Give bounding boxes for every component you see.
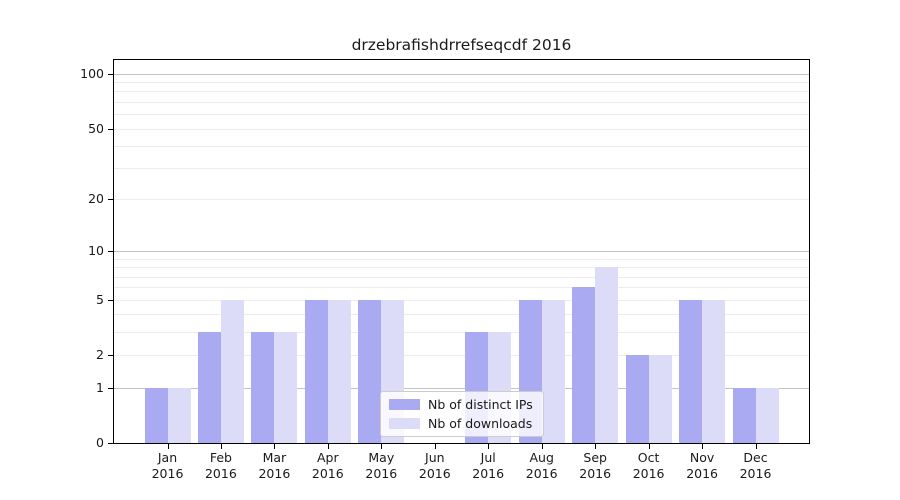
bar-ips-0 — [144, 387, 168, 443]
bar-downloads-8 — [595, 267, 619, 443]
gridline-minor — [114, 299, 809, 301]
x-tick-label: Dec 2016 — [739, 450, 772, 481]
y-tick-label: 100 — [80, 65, 104, 81]
bar-downloads-3 — [327, 299, 351, 443]
x-tick-mark — [702, 444, 704, 449]
y-tick-mark — [108, 73, 113, 75]
x-tick-label: Oct 2016 — [632, 450, 665, 481]
x-tick-label: Mar 2016 — [258, 450, 291, 481]
gridline-minor — [114, 102, 809, 103]
gridline-minor — [114, 114, 809, 116]
x-tick-label: Aug 2016 — [525, 450, 558, 481]
y-tick-label: 50 — [88, 120, 104, 136]
bar-downloads-2 — [274, 332, 298, 443]
y-tick-label: 20 — [88, 191, 104, 207]
gridline-minor — [114, 267, 809, 269]
x-tick-mark — [648, 444, 650, 449]
y-tick-mark — [108, 299, 113, 301]
gridline-major — [114, 387, 809, 389]
bar-ips-2 — [251, 332, 275, 443]
x-tick-label: Apr 2016 — [311, 450, 344, 481]
x-tick-label: Nov 2016 — [686, 450, 718, 481]
y-tick-label: 0 — [96, 435, 104, 450]
gridline-minor — [114, 145, 809, 147]
legend: Nb of distinct IPs Nb of downloads — [380, 391, 544, 437]
bar-downloads-7 — [541, 299, 565, 443]
gridline-minor — [114, 82, 809, 84]
x-tick-mark — [755, 444, 757, 449]
gridline-minor — [114, 276, 809, 278]
y-tick-mark — [108, 387, 113, 389]
bar-ips-10 — [679, 299, 703, 443]
legend-label-distinct-ips: Nb of distinct IPs — [428, 397, 533, 412]
legend-swatch-distinct-ips — [389, 399, 420, 410]
bar-ips-4 — [358, 299, 382, 443]
bar-ips-11 — [732, 387, 756, 443]
bar-ips-1 — [197, 332, 221, 443]
x-tick-mark — [595, 444, 597, 449]
legend-item-distinct-ips: Nb of distinct IPs — [389, 397, 543, 412]
x-tick-mark — [488, 444, 490, 449]
y-tick-mark — [108, 199, 113, 201]
x-tick-mark — [434, 444, 436, 449]
gridline-minor — [114, 287, 809, 289]
gridline-major — [114, 73, 809, 75]
legend-label-downloads: Nb of downloads — [428, 416, 533, 431]
x-tick-mark — [220, 444, 222, 449]
legend-item-downloads: Nb of downloads — [389, 416, 543, 431]
bar-downloads-11 — [755, 387, 779, 443]
gridline-minor — [114, 91, 809, 93]
gridline-minor — [114, 355, 809, 357]
gridline-minor — [114, 168, 809, 170]
x-tick-label: Jun 2016 — [418, 450, 451, 481]
x-tick-label: Feb 2016 — [204, 450, 237, 481]
gridline-major — [114, 251, 809, 253]
legend-swatch-downloads — [389, 418, 420, 429]
bar-ips-8 — [572, 287, 596, 443]
x-tick-mark — [274, 444, 276, 449]
bar-ips-9 — [625, 355, 649, 443]
gridline-minor — [114, 258, 809, 260]
y-tick-label: 5 — [96, 291, 104, 307]
x-tick-label: Jul 2016 — [472, 450, 505, 481]
y-tick-mark — [108, 128, 113, 130]
y-tick-mark — [108, 355, 113, 357]
y-tick-mark — [108, 251, 113, 253]
bar-ips-3 — [304, 299, 328, 443]
x-tick-mark — [327, 444, 329, 449]
x-tick-mark — [541, 444, 543, 449]
gridline-minor — [114, 199, 809, 201]
bar-downloads-10 — [702, 299, 726, 443]
x-tick-mark — [381, 444, 383, 449]
chart-title: drzebrafishdrrefseqcdf 2016 — [351, 36, 572, 54]
x-tick-label: Sep 2016 — [579, 450, 612, 481]
plot-area: Nb of distinct IPs Nb of downloads — [113, 59, 810, 444]
gridline-minor — [114, 314, 809, 316]
bar-downloads-9 — [648, 355, 672, 443]
x-tick-mark — [167, 444, 169, 449]
x-tick-label: May 2016 — [365, 450, 398, 481]
gridline-minor — [114, 128, 809, 130]
bar-downloads-1 — [220, 299, 244, 443]
y-tick-mark — [108, 443, 113, 444]
y-tick-label: 1 — [96, 379, 104, 395]
x-tick-label: Jan 2016 — [151, 450, 184, 481]
bar-downloads-0 — [167, 387, 191, 443]
y-tick-label: 2 — [96, 347, 104, 363]
gridline-minor — [114, 332, 809, 334]
y-tick-label: 10 — [88, 243, 104, 259]
